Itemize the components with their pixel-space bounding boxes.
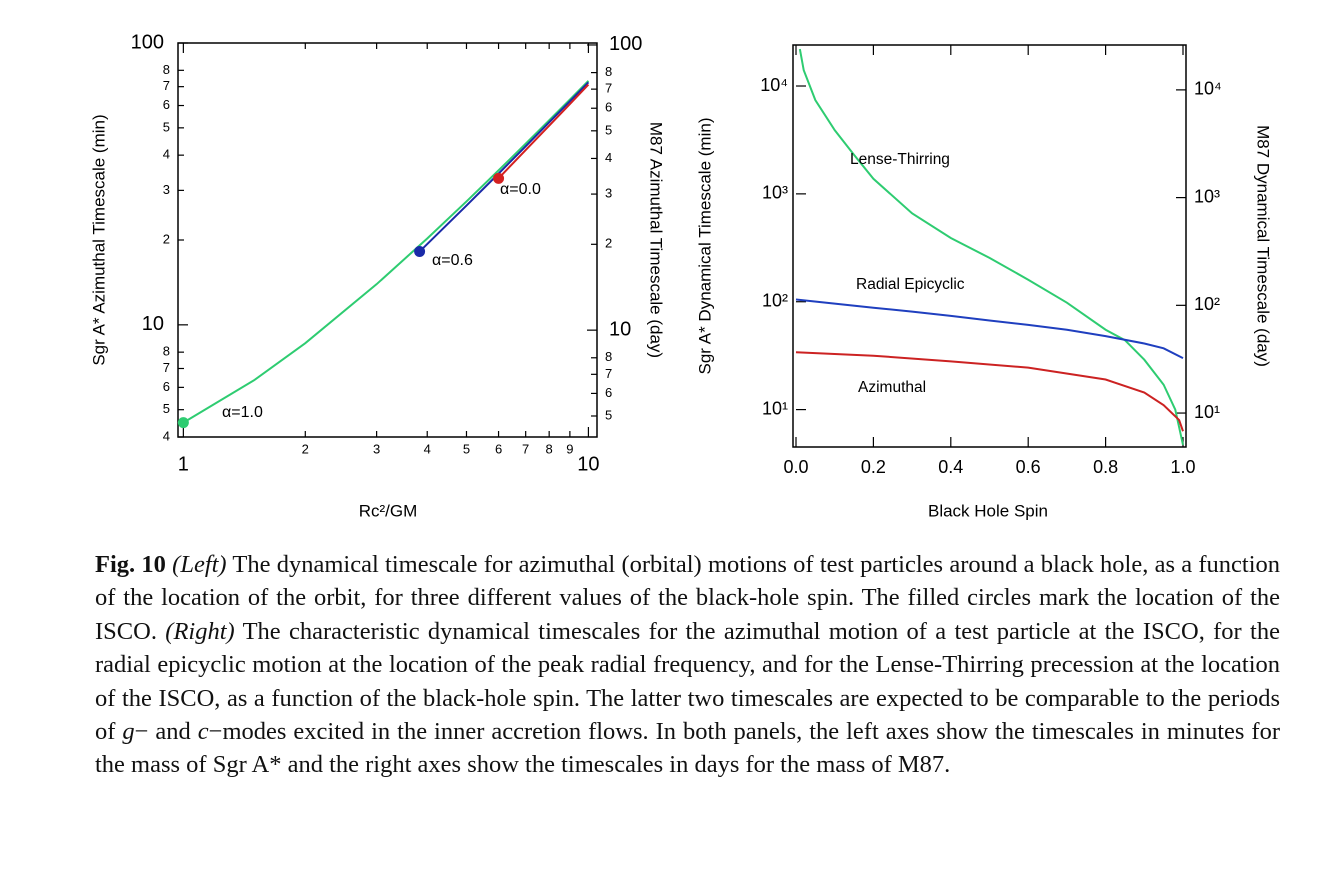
- caption-run: − and: [134, 718, 198, 746]
- caption-run: −modes excited in the inner accretion fl…: [95, 718, 1280, 779]
- isco-marker: [493, 172, 505, 184]
- y2-tick-label: 6: [605, 385, 612, 400]
- x-tick-label: 6: [495, 441, 502, 456]
- y-tick-label: 10³: [762, 183, 788, 203]
- y2-tick-label: 100: [609, 33, 642, 55]
- x-tick-label: 5: [463, 441, 470, 456]
- series-label: α=0.6: [432, 252, 473, 269]
- y2-tick-label: 7: [605, 366, 612, 381]
- caption-run: (Left): [172, 551, 227, 578]
- x-tick-label: 1: [178, 453, 189, 475]
- y2-tick-label: 10²: [1194, 294, 1220, 314]
- series-line: [418, 81, 590, 253]
- figure: 12 3 4 5 6 7 8 91045678102345678100567810234567…: [89, 31, 1273, 520]
- isco-marker: [414, 246, 426, 258]
- x-tick-label: 0.8: [1093, 457, 1118, 477]
- y2-tick-label: 5: [605, 122, 612, 137]
- x-tick-label: 0.0: [783, 457, 808, 477]
- y-tick-label: 10¹: [762, 398, 788, 418]
- x-tick-label: 0.2: [861, 457, 886, 477]
- y-tick-label: 4: [163, 428, 170, 443]
- caption-run: g: [122, 718, 135, 746]
- y-tick-label: 7: [163, 78, 170, 93]
- y2-tick-label: 5: [605, 407, 612, 422]
- plot-frame: [792, 44, 1187, 448]
- series-line: [497, 83, 590, 180]
- y-tick-label: 6: [163, 97, 170, 112]
- x-tick-label: 3: [373, 441, 380, 456]
- y-tick-label: 3: [163, 182, 170, 197]
- y-tick-label: 7: [163, 360, 170, 375]
- series-label: α=1.0: [222, 404, 263, 421]
- series-line: [795, 298, 1184, 360]
- x-tick-label: 10: [577, 453, 599, 475]
- y-axis-title: Sgr A* Azimuthal Timescale (min): [89, 114, 108, 365]
- y-tick-label: 6: [163, 379, 170, 394]
- y-tick-label: 5: [163, 401, 170, 416]
- series-group: [795, 48, 1184, 446]
- x-tick-label: 0.6: [1016, 457, 1041, 477]
- y2-axis-title: M87 Dynamical Timescale (day): [1254, 125, 1273, 367]
- series-group: [182, 80, 590, 424]
- x-tick-label: 2: [302, 441, 309, 456]
- y-tick-label: 8: [163, 62, 170, 77]
- series-label: Radial Epicyclic: [856, 276, 965, 293]
- y-tick-label: 10: [142, 313, 164, 335]
- caption-run: Fig. 10: [95, 551, 166, 578]
- y-tick-label: 10⁴: [760, 75, 788, 95]
- y2-tick-label: 10: [609, 318, 631, 340]
- caption-run: The characteristic dynamical timescales …: [95, 617, 1280, 746]
- y2-tick-label: 7: [605, 81, 612, 96]
- figure-caption: Fig. 10 (Left) The dynamical timescale f…: [95, 548, 1280, 782]
- y-tick-label: 100: [131, 31, 164, 53]
- y2-tick-label: 3: [605, 186, 612, 201]
- caption-run: c: [197, 718, 209, 746]
- x-tick-label: 1.0: [1170, 457, 1195, 477]
- y2-tick-label: 6: [605, 100, 612, 115]
- x-tick-label: 0.4: [938, 457, 963, 477]
- series-line: [798, 48, 1184, 446]
- y-tick-label: 5: [163, 119, 170, 134]
- plot-frame: [177, 42, 598, 438]
- x-axis-title: Black Hole Spin: [928, 501, 1048, 520]
- y2-tick-label: 8: [605, 64, 612, 79]
- y-tick-label: 2: [163, 231, 170, 246]
- caption-run: (Right): [165, 617, 235, 645]
- y-axis-title: Sgr A* Dynamical Timescale (min): [695, 118, 714, 375]
- y2-tick-label: 10¹: [1194, 402, 1220, 422]
- y-tick-label: 8: [163, 344, 170, 359]
- y2-axis-title: M87 Azimuthal Timescale (day): [647, 122, 666, 358]
- series-label: α=0.0: [500, 181, 541, 198]
- series-label: Lense-Thirring: [850, 151, 950, 168]
- y2-tick-label: 4: [605, 150, 612, 165]
- x-tick-label: 4: [424, 441, 431, 456]
- caption-run: The dynamical timescale for azimuthal (o…: [95, 551, 1280, 645]
- y2-tick-label: 2: [605, 236, 612, 251]
- y2-tick-label: 8: [605, 349, 612, 364]
- x-tick-label: 9: [566, 441, 573, 456]
- isco-marker: [177, 417, 189, 429]
- x-axis-title: Rc²/GM: [359, 501, 418, 520]
- y2-tick-label: 10⁴: [1194, 79, 1222, 99]
- y-tick-label: 4: [163, 147, 170, 162]
- y2-tick-label: 10³: [1194, 186, 1220, 206]
- series-line: [182, 80, 590, 424]
- x-tick-label: 7: [522, 441, 529, 456]
- series-label: Azimuthal: [858, 379, 926, 396]
- series-line: [795, 351, 1184, 432]
- y-tick-label: 10²: [762, 290, 788, 310]
- x-tick-label: 8: [546, 441, 553, 456]
